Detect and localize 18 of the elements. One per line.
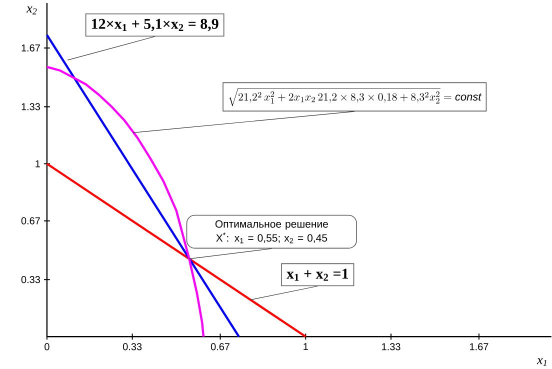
annotation: 12×x$_{1}$ + 5,1×x$_{2}$ = 8,9 [92,18,218,31]
x-tick-label: 0.67 [210,343,230,350]
annotation: $\sqrt{21{,}2^2\,x_1^2+2x_1x_2\,21{,}2\times 8{,}3\times 0{,}18+8{,}3^2x_2^2}=\mathit{const}$ [229,88,482,106]
x-tick-label: 1.67 [470,343,488,350]
annotation: x$_{1}$ + x$_{2}$ =1 [286,268,348,281]
y-tick-label: 0.33 [21,276,40,283]
y-tick-label: 1.67 [22,44,40,52]
x-tick-label: 1.33 [382,343,400,350]
x-tick-label: 0 [44,343,50,350]
y-tick-label: 1.33 [22,103,40,110]
y-axis-title: x$_{2}$ [26,6,37,14]
x-tick-label: 0.33 [122,343,142,350]
y-tick-label: 1 [36,160,40,168]
x-axis-title: x$_{1}$ [536,358,546,366]
y-tick-label: 0.67 [21,217,40,224]
annotation: Оптимальное решение X$^{*}$: x$_{1}$ = 0,55; x$_{2}$ = 0,45 [215,220,328,244]
line-series [46,66,205,338]
x-tick-label: 1 [304,343,308,350]
